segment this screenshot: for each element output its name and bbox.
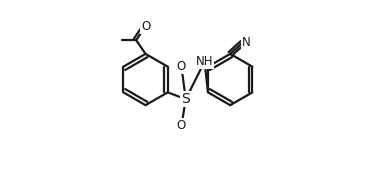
Text: S: S: [181, 92, 190, 106]
Text: O: O: [177, 119, 186, 132]
Text: O: O: [177, 60, 186, 73]
Text: N: N: [241, 36, 250, 49]
Text: O: O: [141, 20, 150, 33]
Text: NH: NH: [196, 55, 213, 68]
